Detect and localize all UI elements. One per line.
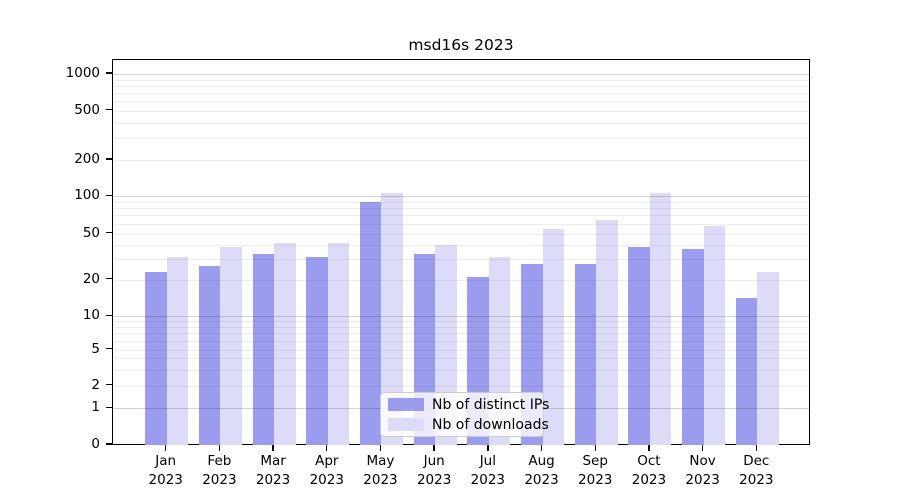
y-tick-mark-1000 xyxy=(106,72,112,74)
x-tick-label-dec: Dec 2023 xyxy=(739,453,774,488)
x-tick-mark-dec xyxy=(755,445,757,451)
bar-distinct-ips-feb xyxy=(198,266,221,445)
x-tick-label-oct: Oct 2023 xyxy=(631,453,667,488)
x-tick-label-apr: Apr 2023 xyxy=(309,453,344,488)
x-tick-label-nov: Nov 2023 xyxy=(685,453,720,488)
legend-item-distinct-ips: Nb of distinct IPs xyxy=(388,397,549,413)
x-tick-mark-jul xyxy=(487,445,489,451)
x-tick-label-mar: Mar 2023 xyxy=(255,453,291,488)
y-tick-label-1: 1 xyxy=(91,399,100,416)
bar-distinct-ips-dec xyxy=(735,298,758,445)
y-tick-label-10: 10 xyxy=(82,307,100,324)
plot-area: Nb of distinct IPs Nb of downloads xyxy=(112,59,810,445)
bar-distinct-ips-nov xyxy=(682,248,704,445)
legend-swatch-downloads xyxy=(388,418,424,431)
bar-downloads-mar xyxy=(274,243,296,445)
bar-downloads-nov xyxy=(703,226,726,445)
y-tick-mark-20 xyxy=(106,277,112,280)
bar-downloads-apr xyxy=(327,243,350,445)
y-tick-label-500: 500 xyxy=(74,101,100,118)
bar-distinct-ips-mar xyxy=(252,254,275,445)
x-tick-label-feb: Feb 2023 xyxy=(202,453,237,488)
y-tick-label-1000: 1000 xyxy=(65,65,100,81)
x-tick-mark-apr xyxy=(326,445,328,451)
y-tick-mark-200 xyxy=(106,158,112,160)
x-tick-mark-nov xyxy=(701,445,704,451)
bars-layer xyxy=(113,60,809,445)
x-tick-label-sep: Sep 2023 xyxy=(578,453,613,488)
y-tick-label-5: 5 xyxy=(91,340,100,357)
legend-label: Nb of distinct IPs xyxy=(432,396,550,413)
legend-label: Nb of downloads xyxy=(432,416,549,433)
x-tick-label-jul: Jul 2023 xyxy=(470,453,506,488)
y-tick-mark-500 xyxy=(106,108,112,111)
x-tick-mark-feb xyxy=(218,445,221,451)
x-tick-mark-aug xyxy=(540,445,543,451)
bar-downloads-sep xyxy=(596,220,618,445)
legend-swatch-distinct-ips xyxy=(388,398,424,411)
y-tick-mark-10 xyxy=(106,314,112,316)
y-tick-mark-50 xyxy=(106,231,112,234)
y-tick-mark-100 xyxy=(106,194,112,196)
y-tick-mark-1 xyxy=(106,406,112,408)
bar-downloads-dec xyxy=(757,272,779,445)
bar-distinct-ips-jan xyxy=(145,272,167,445)
bar-downloads-feb xyxy=(220,247,242,445)
y-tick-label-20: 20 xyxy=(82,270,100,287)
y-tick-mark-0 xyxy=(106,443,112,445)
bar-distinct-ips-apr xyxy=(306,257,328,445)
y-tick-label-200: 200 xyxy=(74,151,100,167)
bar-downloads-jan xyxy=(166,257,189,445)
x-tick-label-jun: Jun 2023 xyxy=(416,453,452,488)
x-tick-mark-sep xyxy=(594,445,596,451)
y-tick-label-0: 0 xyxy=(91,436,100,452)
bar-downloads-may xyxy=(381,192,403,445)
legend: Nb of distinct IPs Nb of downloads xyxy=(380,392,549,437)
bar-distinct-ips-may xyxy=(359,201,382,445)
x-tick-mark-oct xyxy=(648,445,650,451)
bar-downloads-aug xyxy=(542,229,565,445)
y-tick-label-50: 50 xyxy=(82,224,100,241)
x-tick-mark-mar xyxy=(272,445,274,451)
bar-distinct-ips-sep xyxy=(574,264,597,445)
x-tick-mark-jun xyxy=(433,445,435,451)
x-tick-mark-jan xyxy=(164,445,167,451)
y-tick-label-100: 100 xyxy=(74,187,100,204)
x-tick-label-may: May 2023 xyxy=(363,453,398,488)
y-tick-mark-5 xyxy=(106,348,112,350)
legend-item-downloads: Nb of downloads xyxy=(388,417,549,433)
y-tick-mark-2 xyxy=(106,383,112,386)
x-tick-label-aug: Aug 2023 xyxy=(524,453,559,488)
chart-title: msd16s 2023 xyxy=(408,36,514,54)
bar-downloads-oct xyxy=(649,192,672,445)
y-tick-label-2: 2 xyxy=(91,376,100,393)
bar-distinct-ips-oct xyxy=(628,247,650,445)
x-tick-label-jan: Jan 2023 xyxy=(148,453,183,488)
x-tick-mark-may xyxy=(379,445,382,451)
